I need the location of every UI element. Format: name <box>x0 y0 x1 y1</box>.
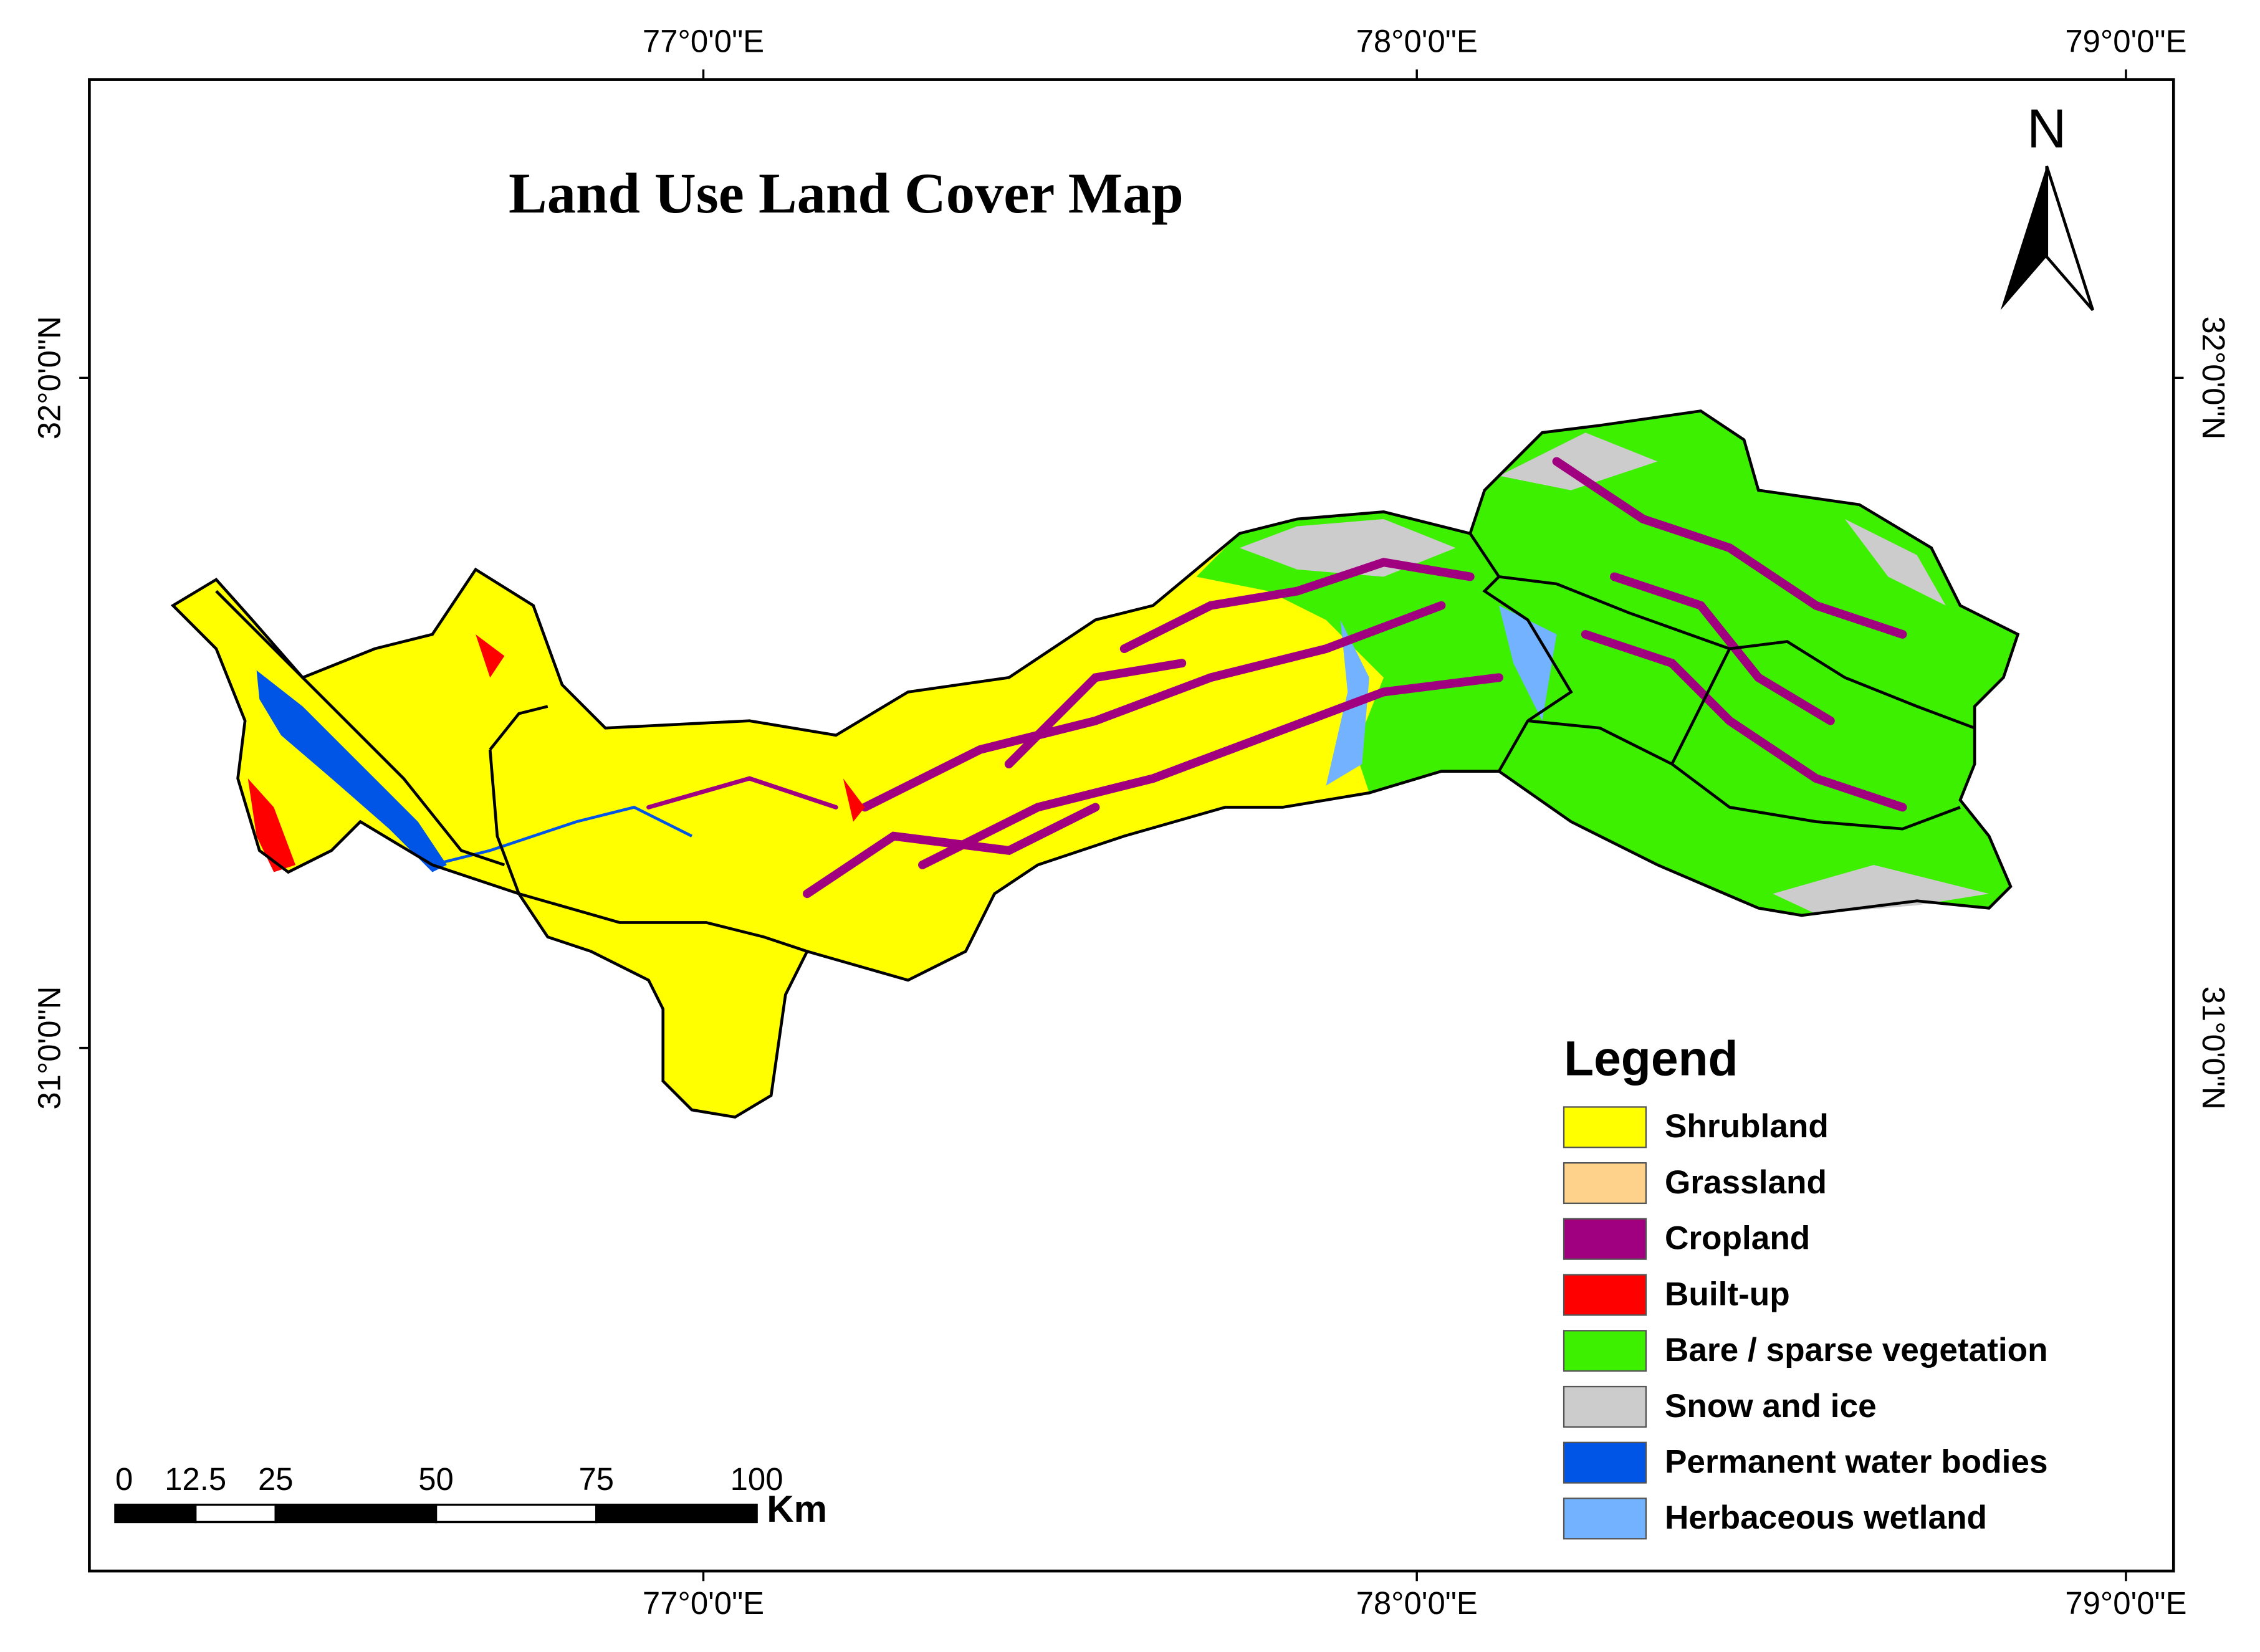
legend-label: Snow and ice <box>1665 1388 1877 1425</box>
legend-label: Grassland <box>1665 1164 1827 1201</box>
snow-area <box>1239 432 1989 914</box>
cropland-streak <box>803 803 1100 899</box>
outer-boundary <box>170 409 2020 1119</box>
legend-title: Legend <box>1564 1031 1738 1086</box>
cropland-streaks <box>646 457 1907 899</box>
legend-swatch <box>1563 1441 1647 1484</box>
longitude-label: 77°0'0"E <box>643 23 764 59</box>
cropland-streak <box>860 601 1446 812</box>
legend-label: Permanent water bodies <box>1665 1444 2048 1481</box>
legend-swatch <box>1563 1218 1647 1260</box>
cropland-streak <box>1119 558 1475 653</box>
longitude-label: 79°0'0"E <box>2065 23 2186 59</box>
north-arrow-right <box>2045 165 2094 312</box>
legend-label: Bare / sparse vegetation <box>1665 1332 2048 1368</box>
scale-tick-label: 25 <box>258 1461 294 1497</box>
scale-segment <box>434 1503 598 1524</box>
scale-segment <box>194 1503 277 1524</box>
legend-label: Built-up <box>1665 1276 1790 1312</box>
scale-tick-label: 75 <box>579 1461 615 1497</box>
subbasin-boundary <box>215 590 808 953</box>
legend-label: Cropland <box>1665 1220 1810 1257</box>
scale-segment <box>274 1503 438 1524</box>
longitude-label: 78°0'0"E <box>1356 1585 1478 1621</box>
latitude-label: 32°0'0"N <box>2196 316 2231 439</box>
latitude-label: 32°0'0"N <box>32 316 67 439</box>
wetland-area <box>1326 605 1557 786</box>
legend-swatch <box>1563 1330 1647 1372</box>
water-body <box>256 670 447 872</box>
map-title: Land Use Land Cover Map <box>509 162 1184 226</box>
cropland-streak <box>918 673 1503 869</box>
cropland-streak <box>1581 630 1907 812</box>
map-frame <box>88 78 2175 1573</box>
scale-segment <box>595 1503 758 1524</box>
legend-label: Shrubland <box>1665 1108 1829 1145</box>
scale-tick-label: 12.5 <box>165 1461 226 1497</box>
scale-tick-label: 0 <box>115 1461 133 1497</box>
cropland-streak <box>1552 457 1907 639</box>
scale-tick-label: 100 <box>730 1461 783 1497</box>
north-arrow: N <box>2000 97 2094 312</box>
legend-swatch <box>1563 1274 1647 1316</box>
legend-swatch <box>1563 1497 1647 1540</box>
longitude-label: 78°0'0"E <box>1356 23 1478 59</box>
scale-unit: Km <box>767 1488 827 1530</box>
longitude-label: 79°0'0"E <box>2065 1585 2186 1621</box>
legend-swatch <box>1563 1106 1647 1148</box>
cropland-streak <box>1610 572 1835 725</box>
watershed <box>170 409 2020 1119</box>
legend: Legend Shrubland Grassland Cropland Built-u… <box>1563 1031 2048 1540</box>
scale-tick-label: 50 <box>418 1461 454 1497</box>
legend-label: Herbaceous wetland <box>1665 1499 1987 1536</box>
latitude-label: 31°0'0"N <box>32 986 67 1110</box>
north-label: N <box>2027 97 2066 159</box>
scale-bar: Km 0 12.5 25 50 75 100 <box>114 1461 827 1530</box>
north-arrow-left <box>2000 166 2047 310</box>
coordinate-labels: 77°0'0"E 78°0'0"E 79°0'0"E 77°0'0"E 78°0'0"E… <box>32 23 2231 1621</box>
graticule-ticks <box>79 69 2184 1582</box>
scale-segment <box>114 1503 197 1524</box>
legend-swatch <box>1563 1385 1647 1428</box>
river <box>432 805 693 867</box>
latitude-label: 31°0'0"N <box>2196 986 2231 1110</box>
cropland-streak <box>1004 659 1187 768</box>
legend-swatch <box>1563 1162 1647 1205</box>
cropland-streak <box>646 776 838 809</box>
longitude-label: 77°0'0"E <box>643 1585 764 1621</box>
subbasin-boundary <box>1468 532 1975 831</box>
subbasin-boundaries <box>170 409 2020 1119</box>
